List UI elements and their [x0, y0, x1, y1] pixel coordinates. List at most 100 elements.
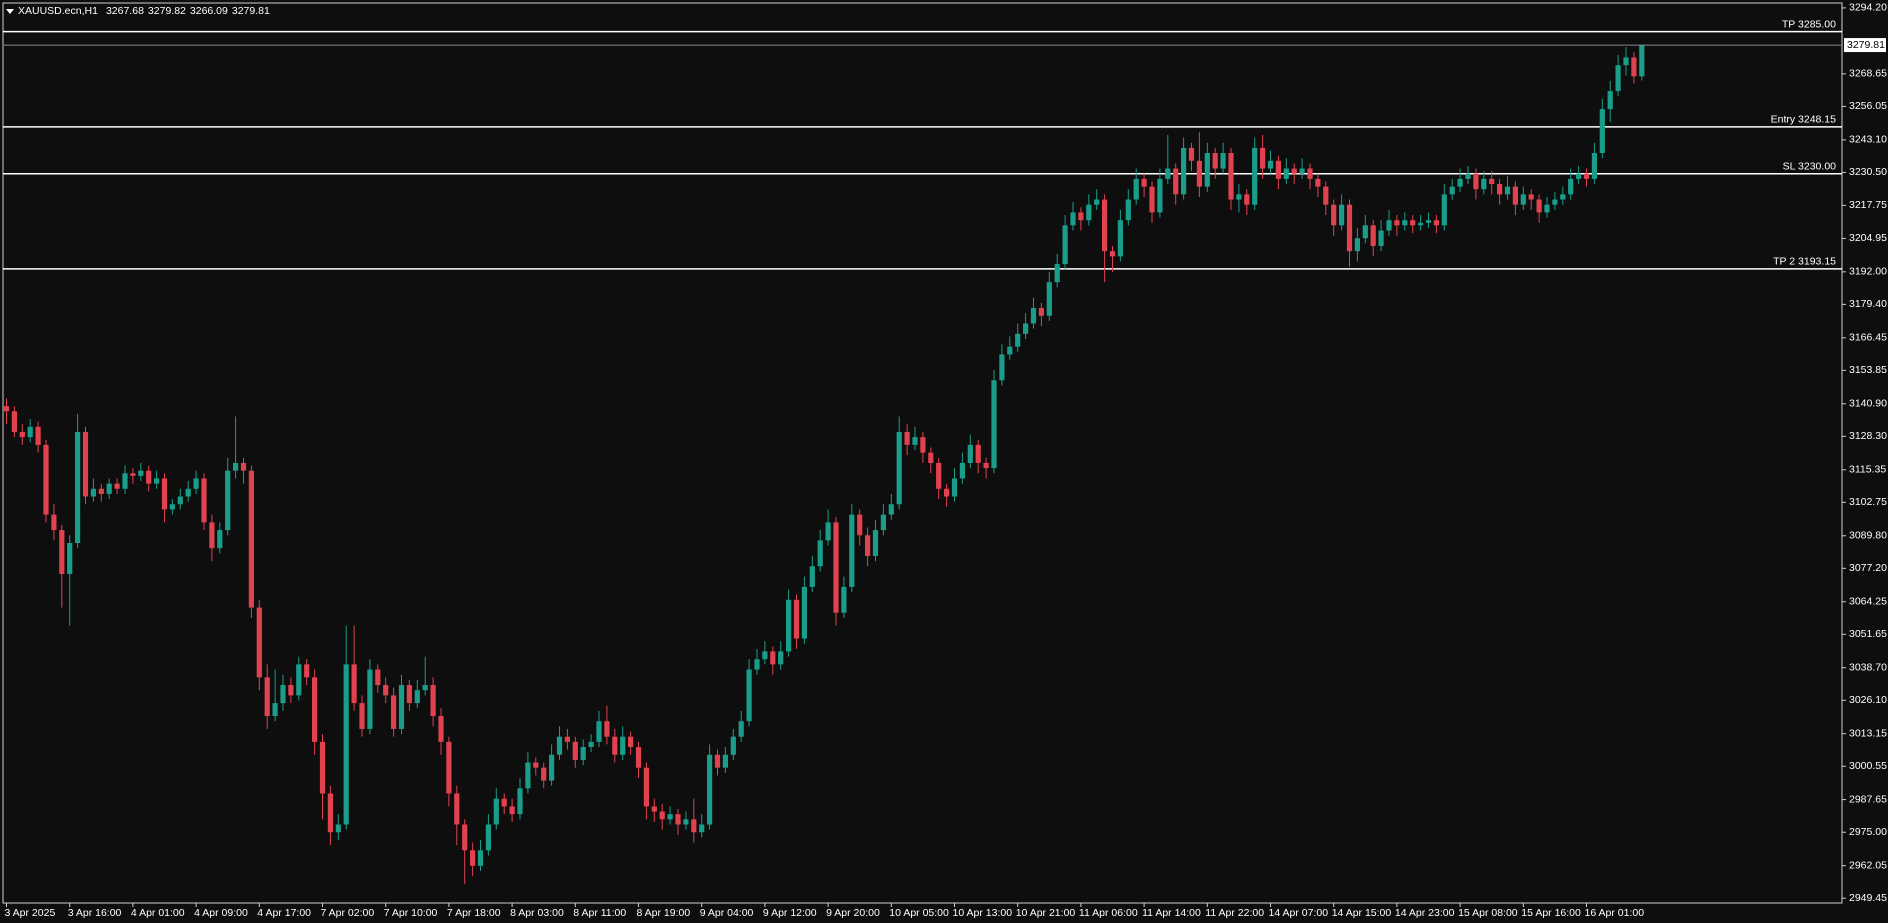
candle-body [477, 850, 484, 866]
candle-body [1331, 204, 1337, 226]
candle-body [446, 741, 452, 794]
level-label: TP 3285.00 [1782, 18, 1836, 30]
candle-body [1188, 147, 1195, 161]
candle-body [770, 651, 776, 665]
candle-body [1260, 147, 1266, 169]
candle-body [1599, 109, 1605, 154]
x-tick-label: 15 Apr 08:00 [1458, 907, 1518, 919]
y-tick-label: 3077.20 [1849, 562, 1887, 574]
candle-body [999, 354, 1005, 381]
candle-body [177, 496, 183, 505]
candle-body [1094, 199, 1100, 205]
x-tick-label: 15 Apr 16:00 [1521, 907, 1581, 919]
candle-body [1354, 238, 1360, 252]
candle-body [335, 824, 341, 833]
x-tick-label: 9 Apr 12:00 [763, 907, 817, 919]
candle-body [1623, 57, 1629, 66]
candle-body [1323, 186, 1329, 205]
y-tick-label: 3153.85 [1849, 364, 1887, 376]
candle-body [130, 473, 136, 476]
last-price-label: 3279.81 [1847, 39, 1885, 51]
header-value: 3279.81 [232, 5, 270, 17]
candle-body [1196, 160, 1202, 187]
candle-body [1402, 220, 1408, 226]
candle-body [1512, 186, 1518, 205]
candle-body [304, 664, 310, 678]
candle-body [106, 483, 112, 494]
candle-body [722, 754, 728, 768]
candle-body [1125, 199, 1131, 221]
y-tick-label: 3294.20 [1849, 2, 1887, 14]
candle-body [991, 380, 997, 469]
header-value: 3279.82 [148, 5, 186, 17]
menu-arrow[interactable] [6, 9, 14, 14]
candle-body [225, 470, 231, 531]
candle-body [809, 566, 815, 587]
candle-body [312, 677, 318, 742]
candle-body [1299, 168, 1305, 174]
candle-body [944, 488, 950, 497]
candle-body [1378, 230, 1384, 247]
candle-body [983, 462, 989, 469]
candle-body [375, 669, 381, 686]
candle-body [1252, 147, 1258, 205]
candle-body [359, 703, 365, 729]
y-tick-label: 3115.35 [1849, 464, 1886, 476]
candle-body [1528, 194, 1534, 200]
candle-body [1023, 323, 1029, 334]
candle-body [169, 504, 175, 510]
y-tick-label: 3140.90 [1849, 398, 1887, 410]
x-tick-label: 3 Apr 2025 [5, 907, 56, 919]
candle-body [604, 721, 610, 737]
candle-body [793, 599, 800, 639]
candle-body [1433, 220, 1439, 226]
candle-body [967, 444, 973, 463]
candle-body [778, 651, 784, 665]
x-tick-label: 9 Apr 04:00 [700, 907, 754, 919]
candle-body [1591, 153, 1597, 179]
y-tick-label: 3013.15 [1849, 727, 1887, 739]
candle-body [1307, 168, 1313, 179]
candle-body [1631, 57, 1637, 77]
x-tick-label: 10 Apr 13:00 [953, 907, 1013, 919]
x-tick-label: 11 Apr 06:00 [1079, 907, 1138, 919]
candle-body [936, 462, 942, 489]
candle-body [564, 736, 570, 742]
candle-body [114, 483, 120, 489]
candle-body [865, 535, 871, 556]
y-tick-label: 3204.95 [1849, 232, 1887, 244]
candle-body [138, 470, 144, 476]
candle-body [1425, 220, 1432, 223]
candle-body [1007, 346, 1013, 355]
candle-body [90, 488, 96, 497]
candle-body [1204, 153, 1210, 187]
candle-body [248, 470, 254, 608]
candle-body [714, 754, 721, 768]
x-tick-label: 14 Apr 23:00 [1395, 907, 1455, 919]
x-tick-label: 10 Apr 21:00 [1016, 907, 1076, 919]
candle-body [651, 806, 657, 812]
candle-body [1102, 199, 1108, 252]
candle-body [1315, 178, 1321, 187]
candle-body [280, 685, 286, 704]
candle-body [707, 754, 713, 825]
candle-body [154, 478, 160, 484]
candle-body [288, 685, 294, 696]
candle-body [596, 721, 602, 742]
candle-body [659, 811, 665, 820]
candle-body [841, 586, 847, 613]
candle-body [11, 411, 17, 432]
y-tick-label: 3089.80 [1849, 530, 1887, 542]
candle-body [1291, 168, 1297, 174]
candle-body [19, 431, 25, 438]
candle-body [1070, 212, 1076, 226]
y-tick-label: 2962.05 [1849, 859, 1887, 871]
candle-body [738, 721, 744, 737]
candle-body [462, 824, 468, 851]
candle-body [730, 736, 736, 755]
y-tick-label: 3038.70 [1849, 662, 1887, 674]
candle-body [746, 669, 752, 722]
candle-body [1544, 204, 1550, 213]
candle-body [1504, 186, 1511, 195]
